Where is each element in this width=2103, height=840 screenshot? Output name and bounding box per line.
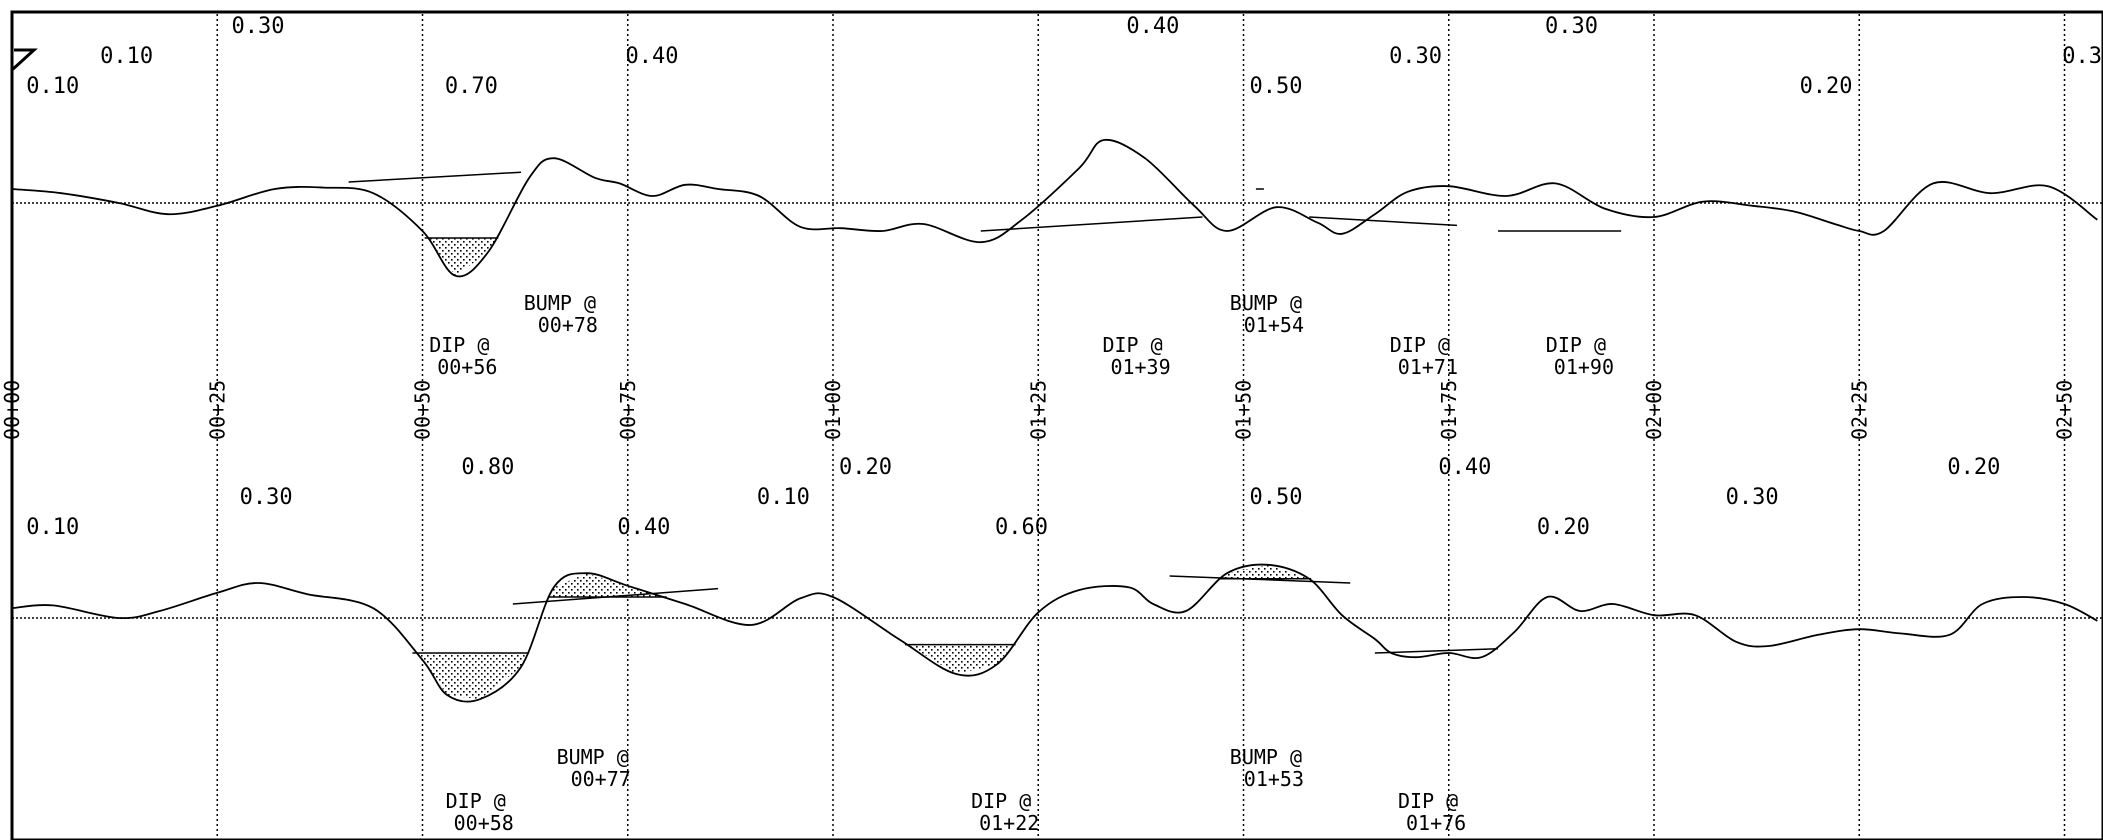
event-label: BUMP @: [524, 291, 596, 315]
bump-shading: [1222, 564, 1308, 579]
station-label: 01+25: [1026, 380, 1050, 440]
event-station: 01+71: [1398, 355, 1458, 379]
value-label: 0.10: [26, 74, 79, 99]
event-label: BUMP @: [557, 745, 629, 769]
station-label: 01+75: [1437, 380, 1461, 440]
event-reference-line: [348, 171, 522, 183]
event-station: 01+76: [1406, 811, 1466, 835]
event-label: DIP @: [1398, 789, 1458, 813]
value-label: 0.40: [1126, 14, 1179, 39]
station-label: 00+25: [205, 380, 229, 440]
profile-curve: [11, 563, 2098, 703]
value-label: 0.30: [1389, 44, 1442, 69]
station-label: 02+25: [1847, 380, 1871, 440]
value-label: 0.10: [100, 44, 153, 69]
event-station: 01+54: [1244, 313, 1304, 337]
event-station: 01+53: [1244, 767, 1304, 791]
value-label: 0.20: [1537, 515, 1590, 540]
dip-shading: [428, 238, 495, 276]
value-label: 0.10: [26, 515, 79, 540]
value-label: 0.10: [757, 485, 810, 510]
event-label: BUMP @: [1230, 291, 1302, 315]
event-label: DIP @: [1390, 333, 1450, 357]
event-station: 01+39: [1110, 355, 1170, 379]
value-label: 0.60: [995, 515, 1048, 540]
corner-marker: [10, 12, 38, 74]
station-label: 01+50: [1232, 380, 1256, 440]
event-label: DIP @: [971, 789, 1031, 813]
station-label: 00+50: [411, 380, 435, 440]
value-label: 0.30: [1545, 14, 1598, 39]
value-label: 0.80: [461, 455, 514, 480]
event-label: DIP @: [1102, 333, 1162, 357]
bump-shading: [551, 573, 663, 597]
value-label: 0.40: [626, 44, 679, 69]
value-label: 0.50: [1250, 485, 1303, 510]
value-label: 0.30: [240, 485, 293, 510]
value-label: 0.20: [839, 455, 892, 480]
profile-curve: [11, 138, 2098, 278]
event-reference-line: [980, 216, 1203, 232]
value-label: 0.30: [231, 14, 284, 39]
dip-shading: [908, 644, 1012, 674]
event-station: 01+22: [979, 811, 1039, 835]
event-station: 00+78: [538, 313, 598, 337]
event-label: DIP @: [1546, 333, 1606, 357]
event-station: 00+56: [437, 355, 497, 379]
value-label: 0.40: [617, 515, 670, 540]
value-label: 0.30: [1726, 485, 1779, 510]
value-label: 0.50: [1250, 74, 1303, 99]
station-label: 00+00: [0, 380, 24, 440]
value-label: 0.20: [1947, 455, 2000, 480]
dip-shading: [416, 653, 526, 700]
station-label: 02+50: [2053, 380, 2077, 440]
profile-lower: 0.10 0.30 0.80 0.40 0.10 0.20 0.60 0.50 0.40 0.20…: [11, 455, 2103, 835]
event-station: 00+77: [571, 767, 631, 791]
value-label: 0.40: [1438, 455, 1491, 480]
plot-frame: [10, 10, 2103, 840]
value-label: 0.3: [2062, 44, 2102, 69]
profile-upper: 0.10 0.10 0.30 0.70 0.40 0.40 0.50 0.30 0.30 0.20…: [11, 14, 2103, 379]
event-label: DIP @: [429, 333, 489, 357]
station-label: 00+75: [616, 380, 640, 440]
event-label: BUMP @: [1230, 745, 1302, 769]
value-label: 0.70: [445, 74, 498, 99]
event-reference-line: [1169, 575, 1351, 584]
value-label: 0.20: [1800, 74, 1853, 99]
event-reference-line: [1374, 648, 1499, 654]
station-label: 02+00: [1642, 380, 1666, 440]
event-station: 01+90: [1554, 355, 1614, 379]
event-station: 00+58: [454, 811, 514, 835]
station-labels: 00+00 00+25 00+50 00+75 01+00 01+25 01+50 01+75…: [0, 380, 2077, 440]
station-label: 01+00: [821, 380, 845, 440]
event-reference-line: [1309, 216, 1458, 227]
event-label: DIP @: [446, 789, 506, 813]
